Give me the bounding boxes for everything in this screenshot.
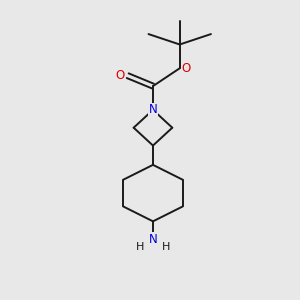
Text: H: H — [135, 242, 144, 253]
Text: H: H — [162, 242, 170, 253]
Text: N: N — [148, 233, 157, 246]
Text: O: O — [115, 69, 124, 82]
Text: O: O — [182, 62, 191, 75]
Text: N: N — [148, 103, 157, 116]
